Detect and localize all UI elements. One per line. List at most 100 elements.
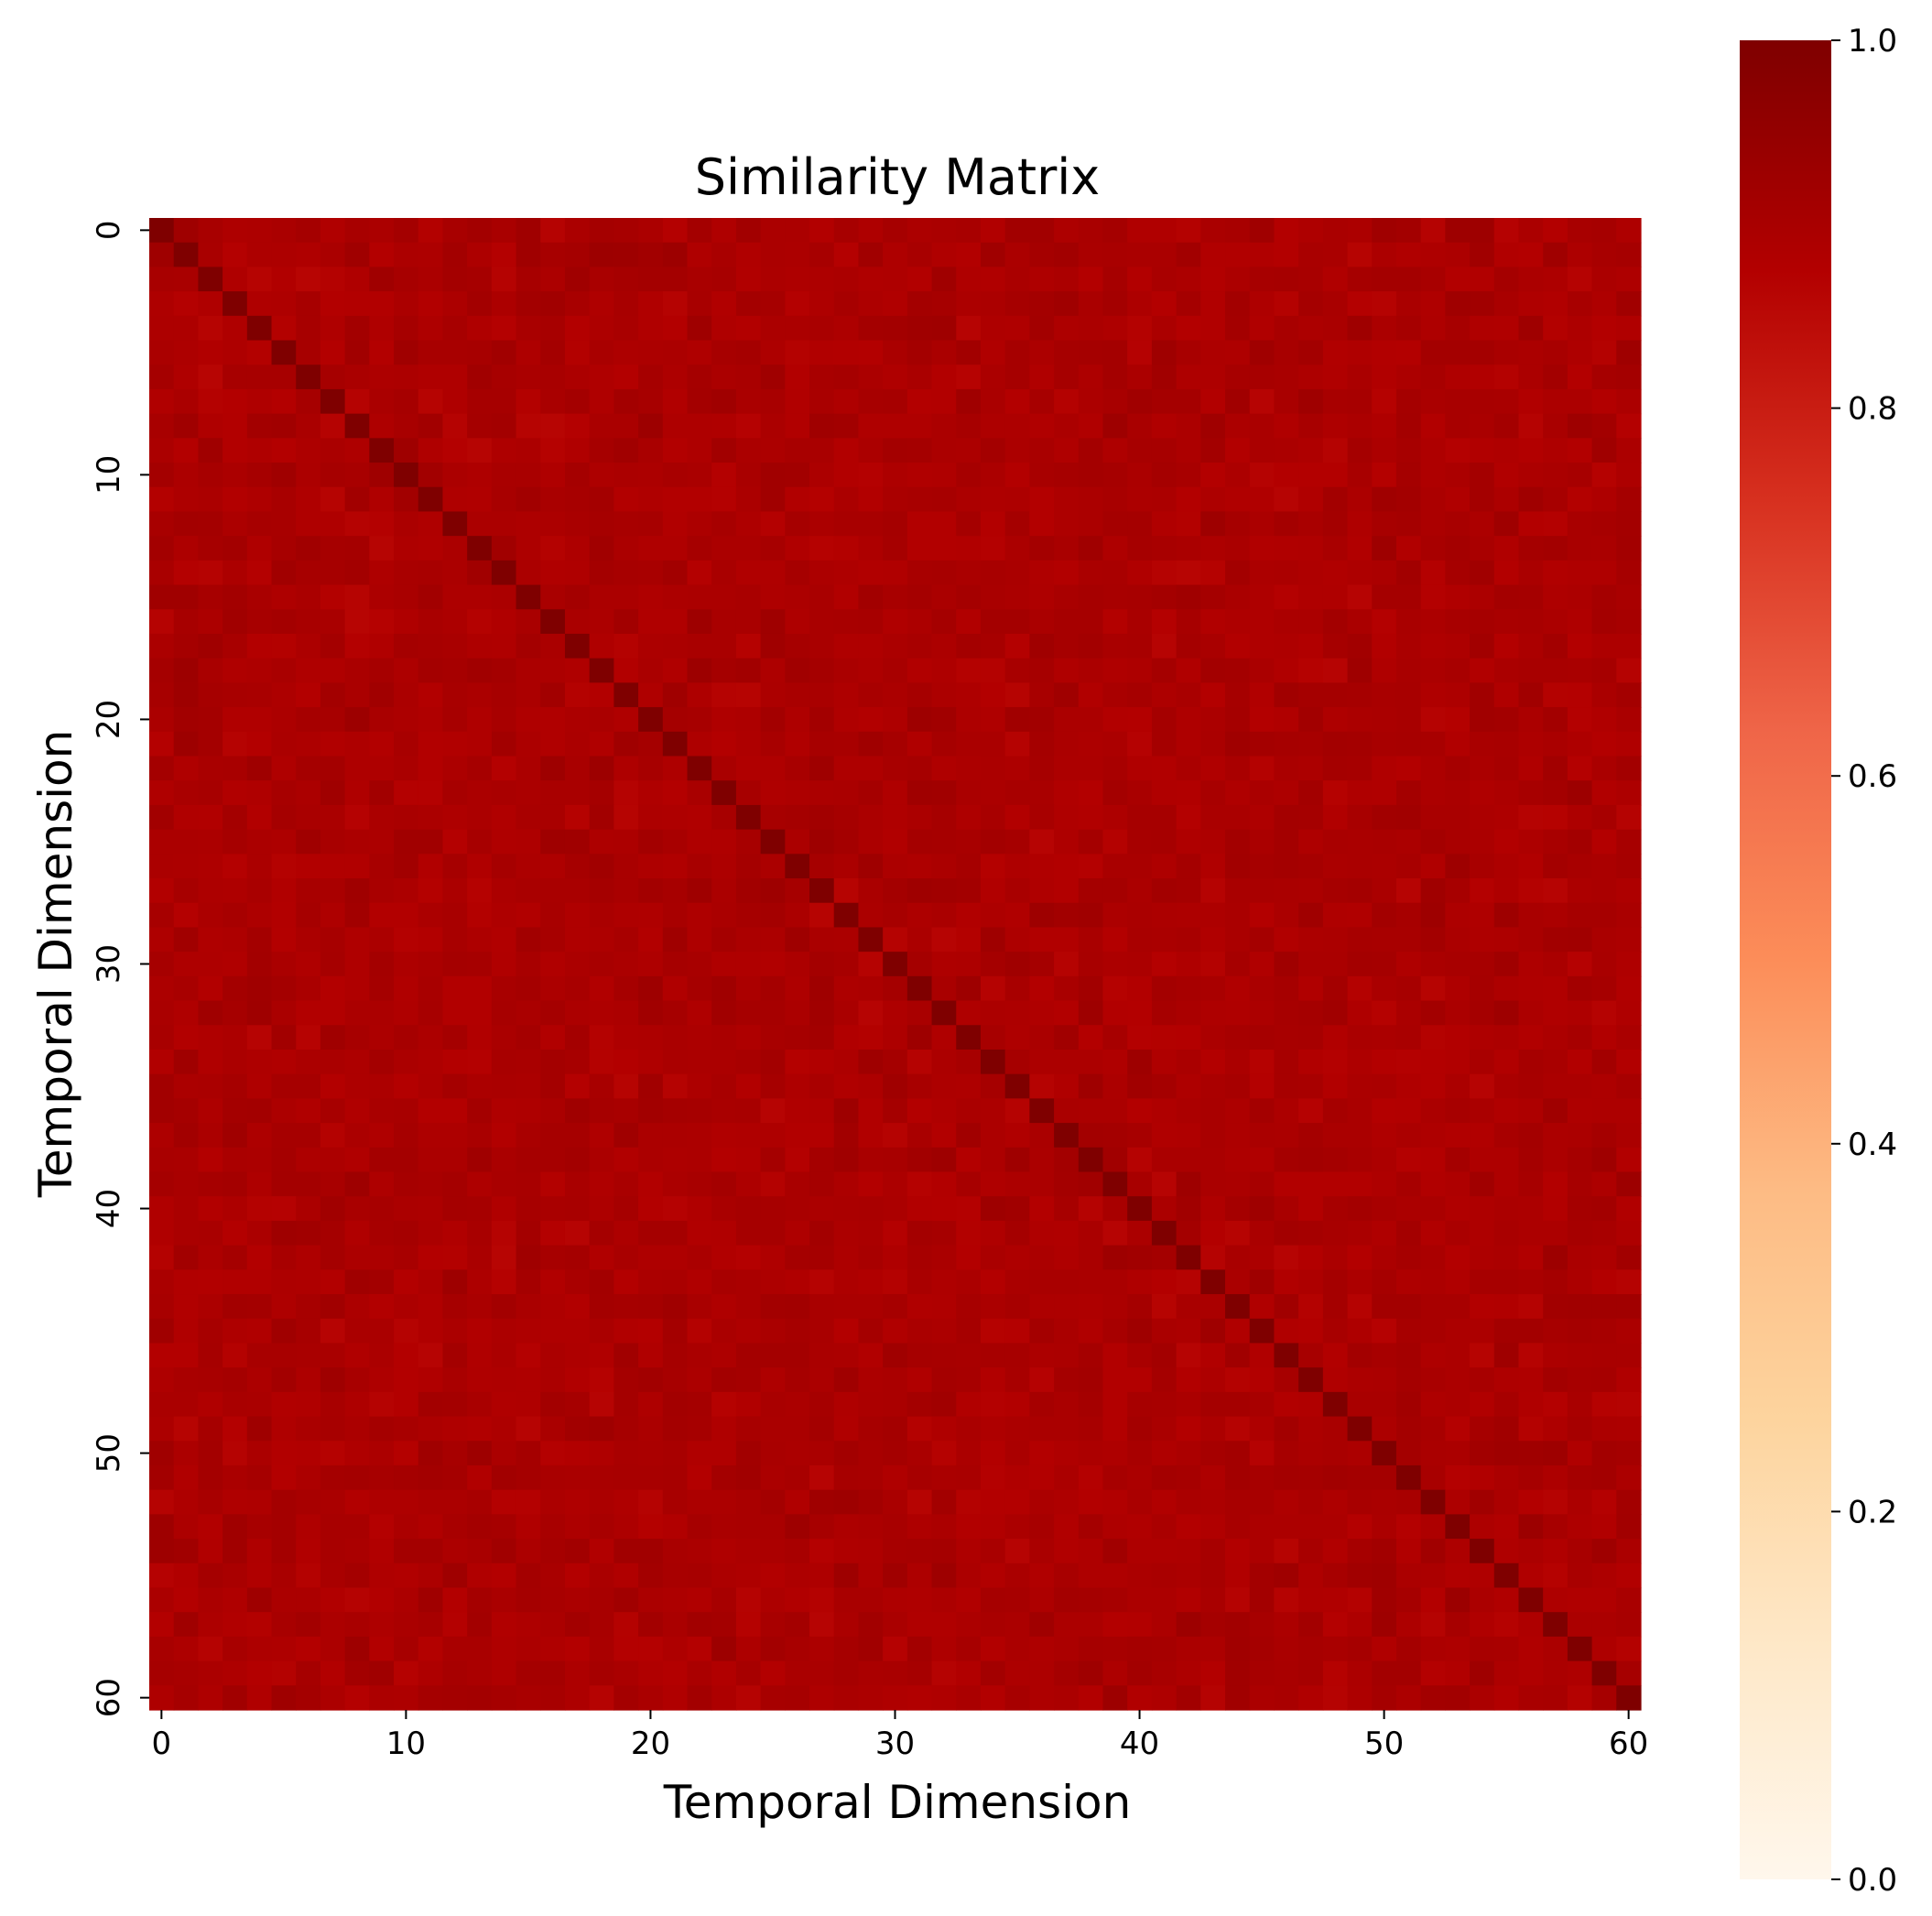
heatmap-cell xyxy=(394,267,419,292)
heatmap-cell xyxy=(760,1416,786,1442)
heatmap-cell xyxy=(1102,413,1128,439)
heatmap-cell xyxy=(760,1245,786,1270)
heatmap-cell xyxy=(344,780,370,806)
heatmap-cell xyxy=(1616,1245,1642,1270)
heatmap-cell xyxy=(1493,731,1520,757)
heatmap-cell xyxy=(883,829,908,855)
heatmap-cell xyxy=(1127,267,1153,292)
heatmap-cell xyxy=(1176,584,1201,610)
heatmap-cell xyxy=(883,1073,908,1099)
heatmap-cell xyxy=(1200,1441,1226,1466)
heatmap-cell xyxy=(1200,952,1226,977)
heatmap-cell xyxy=(638,413,664,439)
heatmap-cell xyxy=(1543,463,1568,488)
heatmap-cell xyxy=(638,1660,664,1686)
heatmap-cell xyxy=(271,1000,297,1026)
heatmap-cell xyxy=(149,267,175,292)
heatmap-cell xyxy=(1322,388,1349,415)
heatmap-cell xyxy=(906,1123,933,1149)
heatmap-cell xyxy=(711,1220,737,1246)
heatmap-cell xyxy=(149,315,175,342)
heatmap-cell xyxy=(589,560,614,586)
heatmap-cell xyxy=(296,854,321,879)
heatmap-cell xyxy=(883,1147,908,1173)
heatmap-cell xyxy=(1274,511,1299,537)
heatmap-cell xyxy=(613,854,639,879)
heatmap-cell xyxy=(883,682,908,708)
heatmap-cell xyxy=(1567,927,1593,953)
heatmap-cell xyxy=(809,1245,835,1270)
heatmap-cell xyxy=(1127,1245,1153,1270)
heatmap-cell xyxy=(1493,756,1520,781)
heatmap-cell xyxy=(1347,780,1373,806)
heatmap-cell xyxy=(1567,780,1593,806)
heatmap-cell xyxy=(1004,340,1030,365)
heatmap-cell xyxy=(442,804,468,831)
heatmap-cell xyxy=(246,780,273,806)
heatmap-cell xyxy=(1225,658,1251,683)
heatmap-cell xyxy=(223,1025,248,1051)
heatmap-cell xyxy=(735,1147,762,1173)
heatmap-cell xyxy=(1249,707,1275,733)
heatmap-cell xyxy=(467,267,493,292)
heatmap-cell xyxy=(1298,878,1324,904)
heatmap-cell xyxy=(1445,829,1471,855)
heatmap-cell xyxy=(1543,780,1568,806)
heatmap-cell xyxy=(173,463,199,488)
heatmap-cell xyxy=(516,804,541,831)
heatmap-cell xyxy=(687,975,712,1002)
heatmap-cell xyxy=(1200,388,1226,415)
heatmap-cell xyxy=(516,267,541,292)
heatmap-cell xyxy=(1298,340,1324,365)
heatmap-cell xyxy=(931,1587,957,1613)
heatmap-cell xyxy=(1102,1220,1128,1246)
heatmap-cell xyxy=(711,927,737,953)
heatmap-cell xyxy=(418,682,444,708)
heatmap-cell xyxy=(613,927,639,953)
heatmap-cell xyxy=(467,609,493,635)
heatmap-cell xyxy=(1347,707,1373,733)
heatmap-cell xyxy=(394,1318,419,1344)
heatmap-cell xyxy=(1518,1123,1544,1149)
heatmap-cell xyxy=(1493,1073,1520,1099)
heatmap-cell xyxy=(1493,1464,1520,1491)
heatmap-cell xyxy=(1274,854,1299,879)
heatmap-cell xyxy=(394,1025,419,1051)
heatmap-cell xyxy=(369,1367,395,1393)
heatmap-cell xyxy=(760,952,786,977)
heatmap-cell xyxy=(906,1343,933,1368)
heatmap-cell xyxy=(271,1171,297,1197)
heatmap-cell-diagonal xyxy=(1616,1685,1642,1711)
heatmap-cell xyxy=(1029,1147,1055,1173)
heatmap-cell xyxy=(1372,707,1397,733)
heatmap-cell xyxy=(1445,658,1471,683)
heatmap-cell xyxy=(1493,1220,1520,1246)
heatmap-cell xyxy=(638,1636,664,1662)
heatmap-cell xyxy=(906,829,933,855)
heatmap-cell xyxy=(785,1685,810,1711)
heatmap-cell xyxy=(1372,438,1397,463)
heatmap-cell xyxy=(980,218,1006,244)
heatmap-cell xyxy=(1322,682,1349,708)
heatmap-cell xyxy=(1249,218,1275,244)
heatmap-cell xyxy=(1274,340,1299,365)
heatmap-cell xyxy=(296,1343,321,1368)
heatmap-cell xyxy=(149,682,175,708)
heatmap-cell xyxy=(1395,536,1422,561)
heatmap-cell xyxy=(1470,291,1495,317)
heatmap-cell xyxy=(491,1464,517,1491)
heatmap-cell xyxy=(442,1098,468,1124)
heatmap-cell-diagonal xyxy=(442,511,468,537)
heatmap-cell xyxy=(296,1025,321,1051)
heatmap-cell xyxy=(1395,1123,1422,1149)
heatmap-cell xyxy=(1445,1073,1471,1099)
heatmap-cell xyxy=(613,1539,639,1564)
heatmap-cell xyxy=(320,1269,346,1295)
heatmap-cell xyxy=(687,1318,712,1344)
heatmap-cell xyxy=(1567,1391,1593,1418)
heatmap-cell xyxy=(1298,804,1324,831)
heatmap-cell xyxy=(271,388,297,415)
heatmap-cell xyxy=(1445,1562,1471,1589)
heatmap-cell xyxy=(1470,731,1495,757)
heatmap-cell xyxy=(491,413,517,439)
